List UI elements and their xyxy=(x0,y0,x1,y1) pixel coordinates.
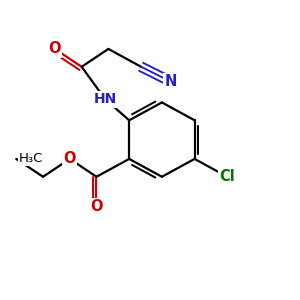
Text: Cl: Cl xyxy=(219,169,235,184)
Text: O: O xyxy=(90,199,103,214)
Text: H₃C: H₃C xyxy=(19,152,44,165)
Text: HN: HN xyxy=(94,92,117,106)
Text: O: O xyxy=(64,152,76,166)
Text: O: O xyxy=(49,41,61,56)
Text: N: N xyxy=(165,74,177,89)
